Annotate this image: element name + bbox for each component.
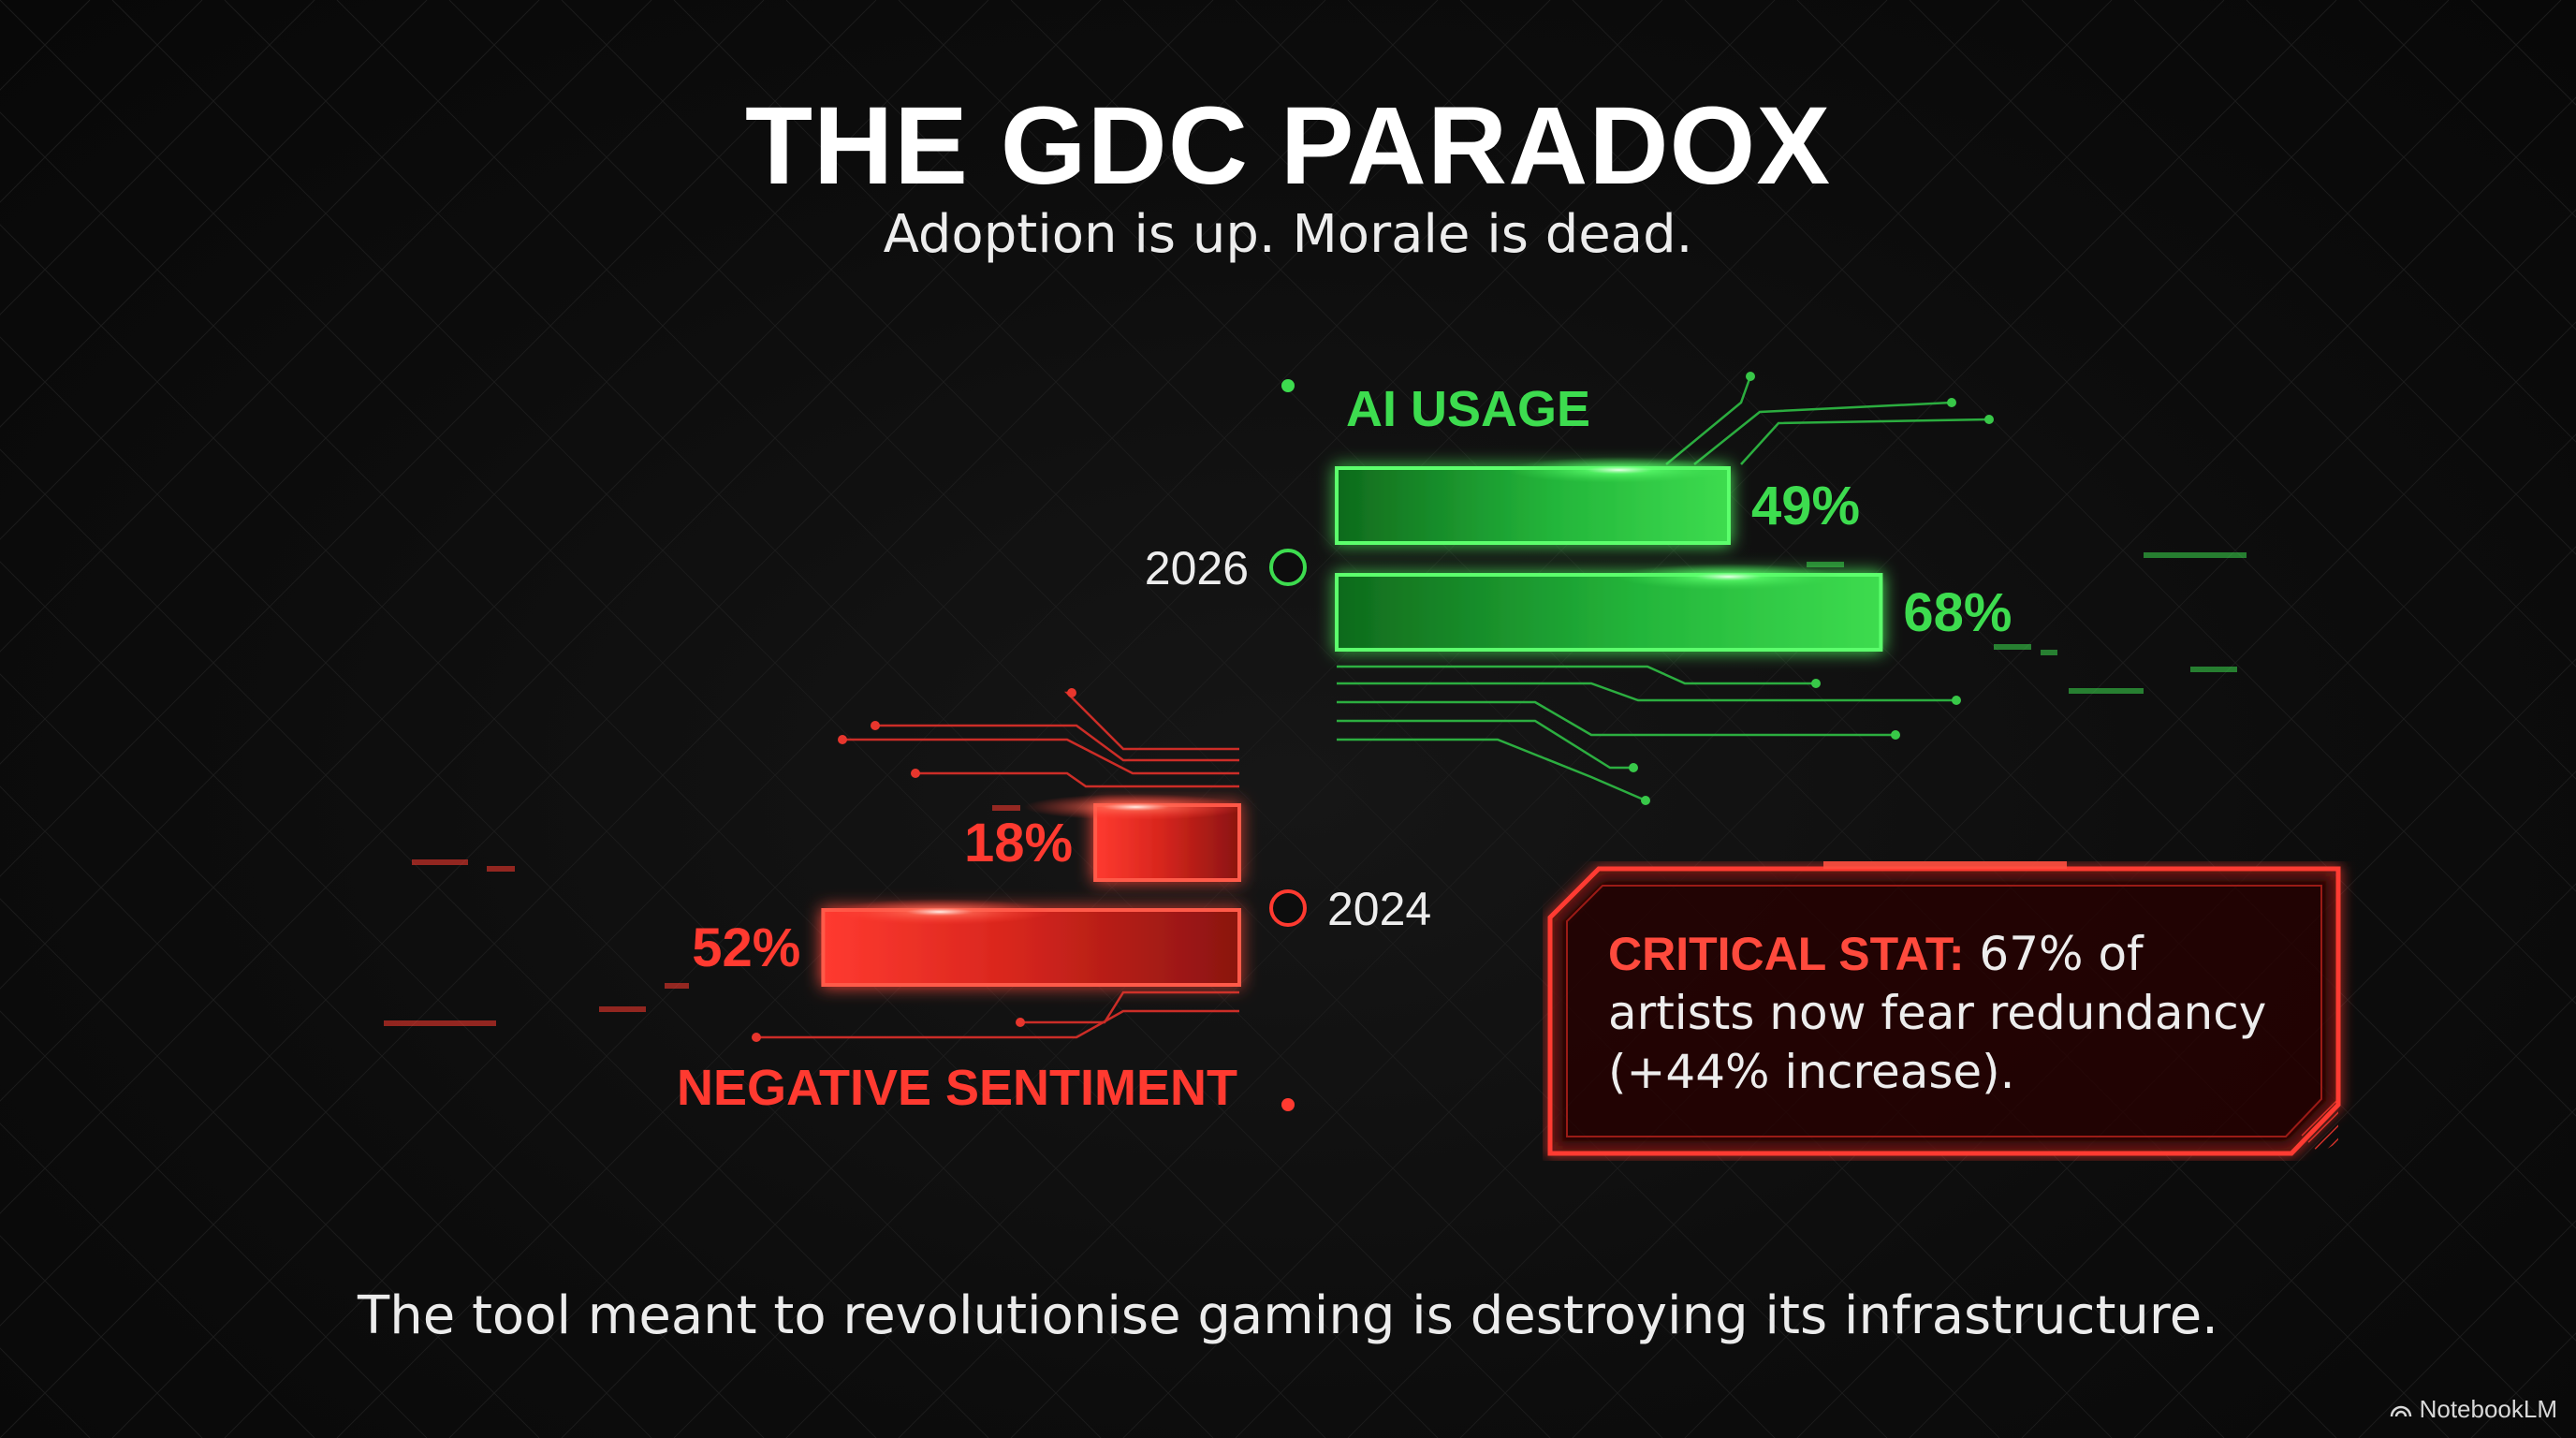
circuit-trace-green-7 — [1337, 719, 1633, 770]
glitch-fragment-2 — [2041, 650, 2057, 655]
callout-text: CRITICAL STAT: 67% of artists now fear r… — [1608, 925, 2301, 1102]
brand-name: NotebookLM — [2419, 1395, 2557, 1423]
glitch-fragment-11 — [665, 983, 689, 989]
critical-stat-callout: CRITICAL STAT: 67% of artists now fear r… — [1543, 861, 2357, 1161]
circuit-trace-green-1 — [1665, 375, 1752, 465]
page-subtitle: Adoption is up. Morale is dead. — [883, 204, 1693, 265]
circuit-node-green-2 — [1947, 398, 1956, 407]
glitch-fragment-3 — [2190, 667, 2237, 672]
year-marker-2026 — [1269, 549, 1307, 586]
bar-flare-negative-sentiment-1 — [1023, 794, 1249, 820]
data-label-ai-usage-1: 49% — [1751, 476, 1860, 536]
brand-watermark: NotebookLM — [2390, 1395, 2557, 1424]
circuit-node-red-6 — [752, 1033, 761, 1042]
page-title: THE GDC PARADOX — [744, 84, 1832, 208]
circuit-trace-green-3 — [1740, 418, 1990, 465]
data-label-negative-sentiment-2: 52% — [692, 917, 800, 978]
glitch-fragment-9 — [384, 1020, 496, 1026]
circuit-node-green-5 — [1952, 696, 1961, 705]
timeline-axis — [1269, 379, 1307, 1111]
bar-flare-ai-usage-2 — [1616, 564, 1841, 590]
circuit-trace-green-8 — [1337, 738, 1647, 802]
circuit-trace-red-2 — [875, 724, 1239, 762]
circuit-node-green-7 — [1629, 763, 1638, 772]
glitch-fragment-7 — [412, 859, 468, 865]
circuit-node-green-3 — [1984, 415, 1994, 424]
circuit-node-red-2 — [871, 721, 880, 730]
circuit-traces-red — [752, 688, 1239, 1042]
circuit-trace-green-6 — [1337, 700, 1895, 737]
circuit-node-red-3 — [838, 735, 847, 744]
circuit-node-green-8 — [1641, 796, 1650, 805]
bar-flare-ai-usage-1 — [1506, 457, 1732, 483]
glitch-fragment-4 — [2069, 688, 2144, 694]
circuit-node-red-4 — [911, 769, 920, 778]
glitch-fragment-6 — [1807, 562, 1844, 567]
glitch-fragment-5 — [2144, 552, 2247, 558]
callout-label: CRITICAL STAT: — [1608, 928, 1965, 980]
axis-end-dot-bottom — [1281, 1098, 1295, 1111]
bars-layer — [384, 457, 2247, 1026]
labels-layer: 2026 2024 AI USAGE NEGATIVE SENTIMENT 49% 68%… — [677, 381, 2012, 1116]
series-name-ai-usage: AI USAGE — [1346, 381, 1590, 437]
circuit-node-green-4 — [1811, 679, 1821, 688]
circuit-node-red-5 — [1016, 1018, 1025, 1027]
callout-body: 67% of artists now fear redundancy (+44%… — [1608, 927, 2267, 1099]
circuit-trace-red-4 — [915, 771, 1239, 788]
data-label-ai-usage-2: 68% — [1903, 582, 2012, 643]
footer-caption: The tool meant to revolutionise gaming i… — [358, 1285, 2218, 1346]
series-name-negative-sentiment: NEGATIVE SENTIMENT — [677, 1060, 1237, 1116]
circuit-trace-green-2 — [1693, 401, 1953, 465]
circuit-node-green-6 — [1891, 730, 1900, 740]
glitch-fragment-10 — [599, 1006, 646, 1012]
notebooklm-logo-icon — [2390, 1405, 2411, 1416]
glitch-fragment-12 — [992, 805, 1020, 811]
bar-flare-negative-sentiment-2 — [827, 899, 1052, 925]
year-marker-2024 — [1269, 889, 1307, 927]
glitch-fragment-8 — [487, 866, 515, 872]
circuit-trace-red-1 — [1063, 691, 1239, 751]
data-label-negative-sentiment-1: 18% — [964, 813, 1073, 873]
glitch-fragment-1 — [1994, 644, 2031, 650]
callout-frame — [1547, 861, 2341, 1156]
circuit-traces-green — [1337, 372, 1994, 805]
circuit-trace-red-6 — [756, 1009, 1239, 1039]
circuit-trace-green-5 — [1337, 682, 1956, 702]
circuit-trace-green-4 — [1337, 665, 1816, 685]
circuit-trace-red-5 — [1020, 990, 1239, 1024]
year-label-2026: 2026 — [1145, 542, 1249, 594]
circuit-trace-red-3 — [842, 738, 1239, 775]
circuit-node-red-1 — [1067, 688, 1076, 697]
axis-end-dot-top — [1281, 379, 1295, 392]
circuit-node-green-1 — [1746, 372, 1755, 381]
year-label-2024: 2024 — [1327, 883, 1431, 935]
